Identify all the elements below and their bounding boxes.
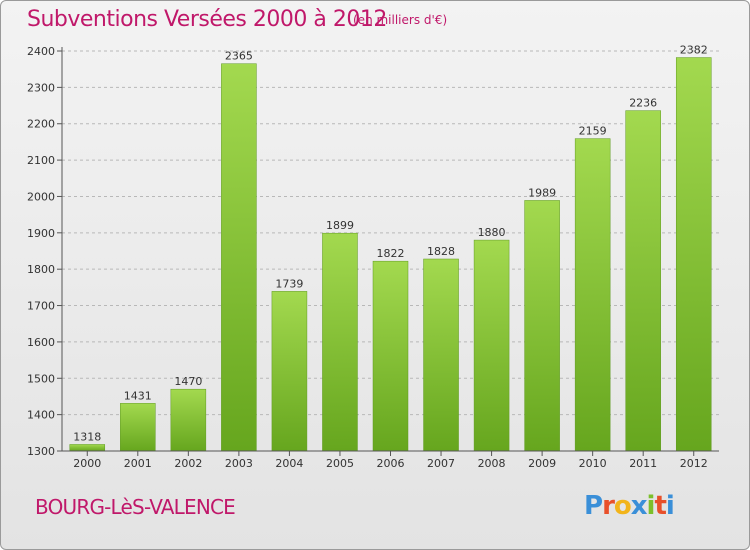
logo-letter: o: [613, 491, 632, 521]
x-tick-label: 2001: [124, 457, 152, 470]
bar-2011: [625, 110, 661, 452]
x-tick-label: 2010: [579, 457, 607, 470]
x-tick-label: 2003: [225, 457, 253, 470]
x-tick-label: 2005: [326, 457, 354, 470]
logo-letter: P: [584, 491, 603, 521]
x-tick-label: 2004: [275, 457, 303, 470]
bar-2002: [170, 388, 207, 452]
y-tick-label: 2100: [27, 154, 55, 167]
bar-2009: [524, 200, 560, 452]
y-tick-label: 1700: [27, 300, 55, 313]
data-label: 2236: [629, 97, 657, 110]
bar-2004: [271, 291, 308, 452]
data-label: 1318: [73, 430, 101, 443]
bar-2012: [675, 57, 712, 452]
labels: 1300 1400 1500 1600 1700 1800 1900 2000 2100 2200…: [27, 44, 708, 470]
x-tick-label: 2012: [680, 457, 708, 470]
data-label: 2159: [579, 125, 607, 138]
data-label: 1880: [478, 226, 506, 239]
logo-letter: i: [646, 491, 656, 521]
logo-letter: i: [665, 491, 675, 521]
x-tick-label: 2006: [377, 457, 405, 470]
y-tick-label: 2200: [27, 118, 55, 131]
x-tick-label: 2000: [73, 457, 101, 470]
data-label: 1989: [528, 186, 556, 199]
data-label: 1828: [427, 245, 455, 258]
y-tick-label: 2300: [27, 81, 55, 94]
y-tick-label: 2000: [27, 190, 55, 203]
bar-2007: [423, 258, 459, 452]
bar-2000: [69, 444, 106, 452]
data-label: 1822: [377, 247, 405, 260]
x-tick-label: 2011: [629, 457, 657, 470]
y-tick-label: 1600: [27, 336, 55, 349]
bar-2001: [120, 403, 156, 452]
y-tick-label: 1300: [27, 445, 55, 458]
bars: [69, 57, 712, 452]
y-tick-label: 2400: [27, 45, 55, 58]
y-tick-label: 1900: [27, 227, 55, 240]
data-label: 1431: [124, 389, 152, 402]
bar-2008: [473, 239, 510, 452]
y-tick-label: 1400: [27, 409, 55, 422]
x-tick-label: 2008: [478, 457, 506, 470]
logo-letter: x: [630, 491, 648, 521]
y-tick-label: 1800: [27, 263, 55, 276]
bar-2005: [322, 232, 358, 452]
chart-title: Subventions Versées 2000 à 2012: [27, 7, 387, 32]
x-tick-label: 2007: [427, 457, 455, 470]
logo-letter: t: [654, 491, 666, 521]
x-tick-label: 2009: [528, 457, 556, 470]
data-label: 1739: [275, 277, 303, 290]
data-label: 2365: [225, 50, 253, 63]
chart-subtitle: (en milliers d'€): [353, 13, 448, 27]
x-tick-label: 2002: [174, 457, 202, 470]
logo-letter: r: [602, 491, 615, 521]
bar-2006: [372, 260, 409, 452]
bar-2003: [221, 63, 257, 452]
y-tick-label: 1500: [27, 372, 55, 385]
proxiti-logo: Proxiti: [584, 491, 675, 521]
data-label: 1899: [326, 219, 354, 232]
bar-2010: [574, 138, 611, 452]
axes: [57, 47, 719, 456]
data-label: 2382: [680, 44, 708, 57]
data-label: 1470: [174, 375, 202, 388]
commune-name: BOURG-LèS-VALENCE: [35, 495, 236, 519]
